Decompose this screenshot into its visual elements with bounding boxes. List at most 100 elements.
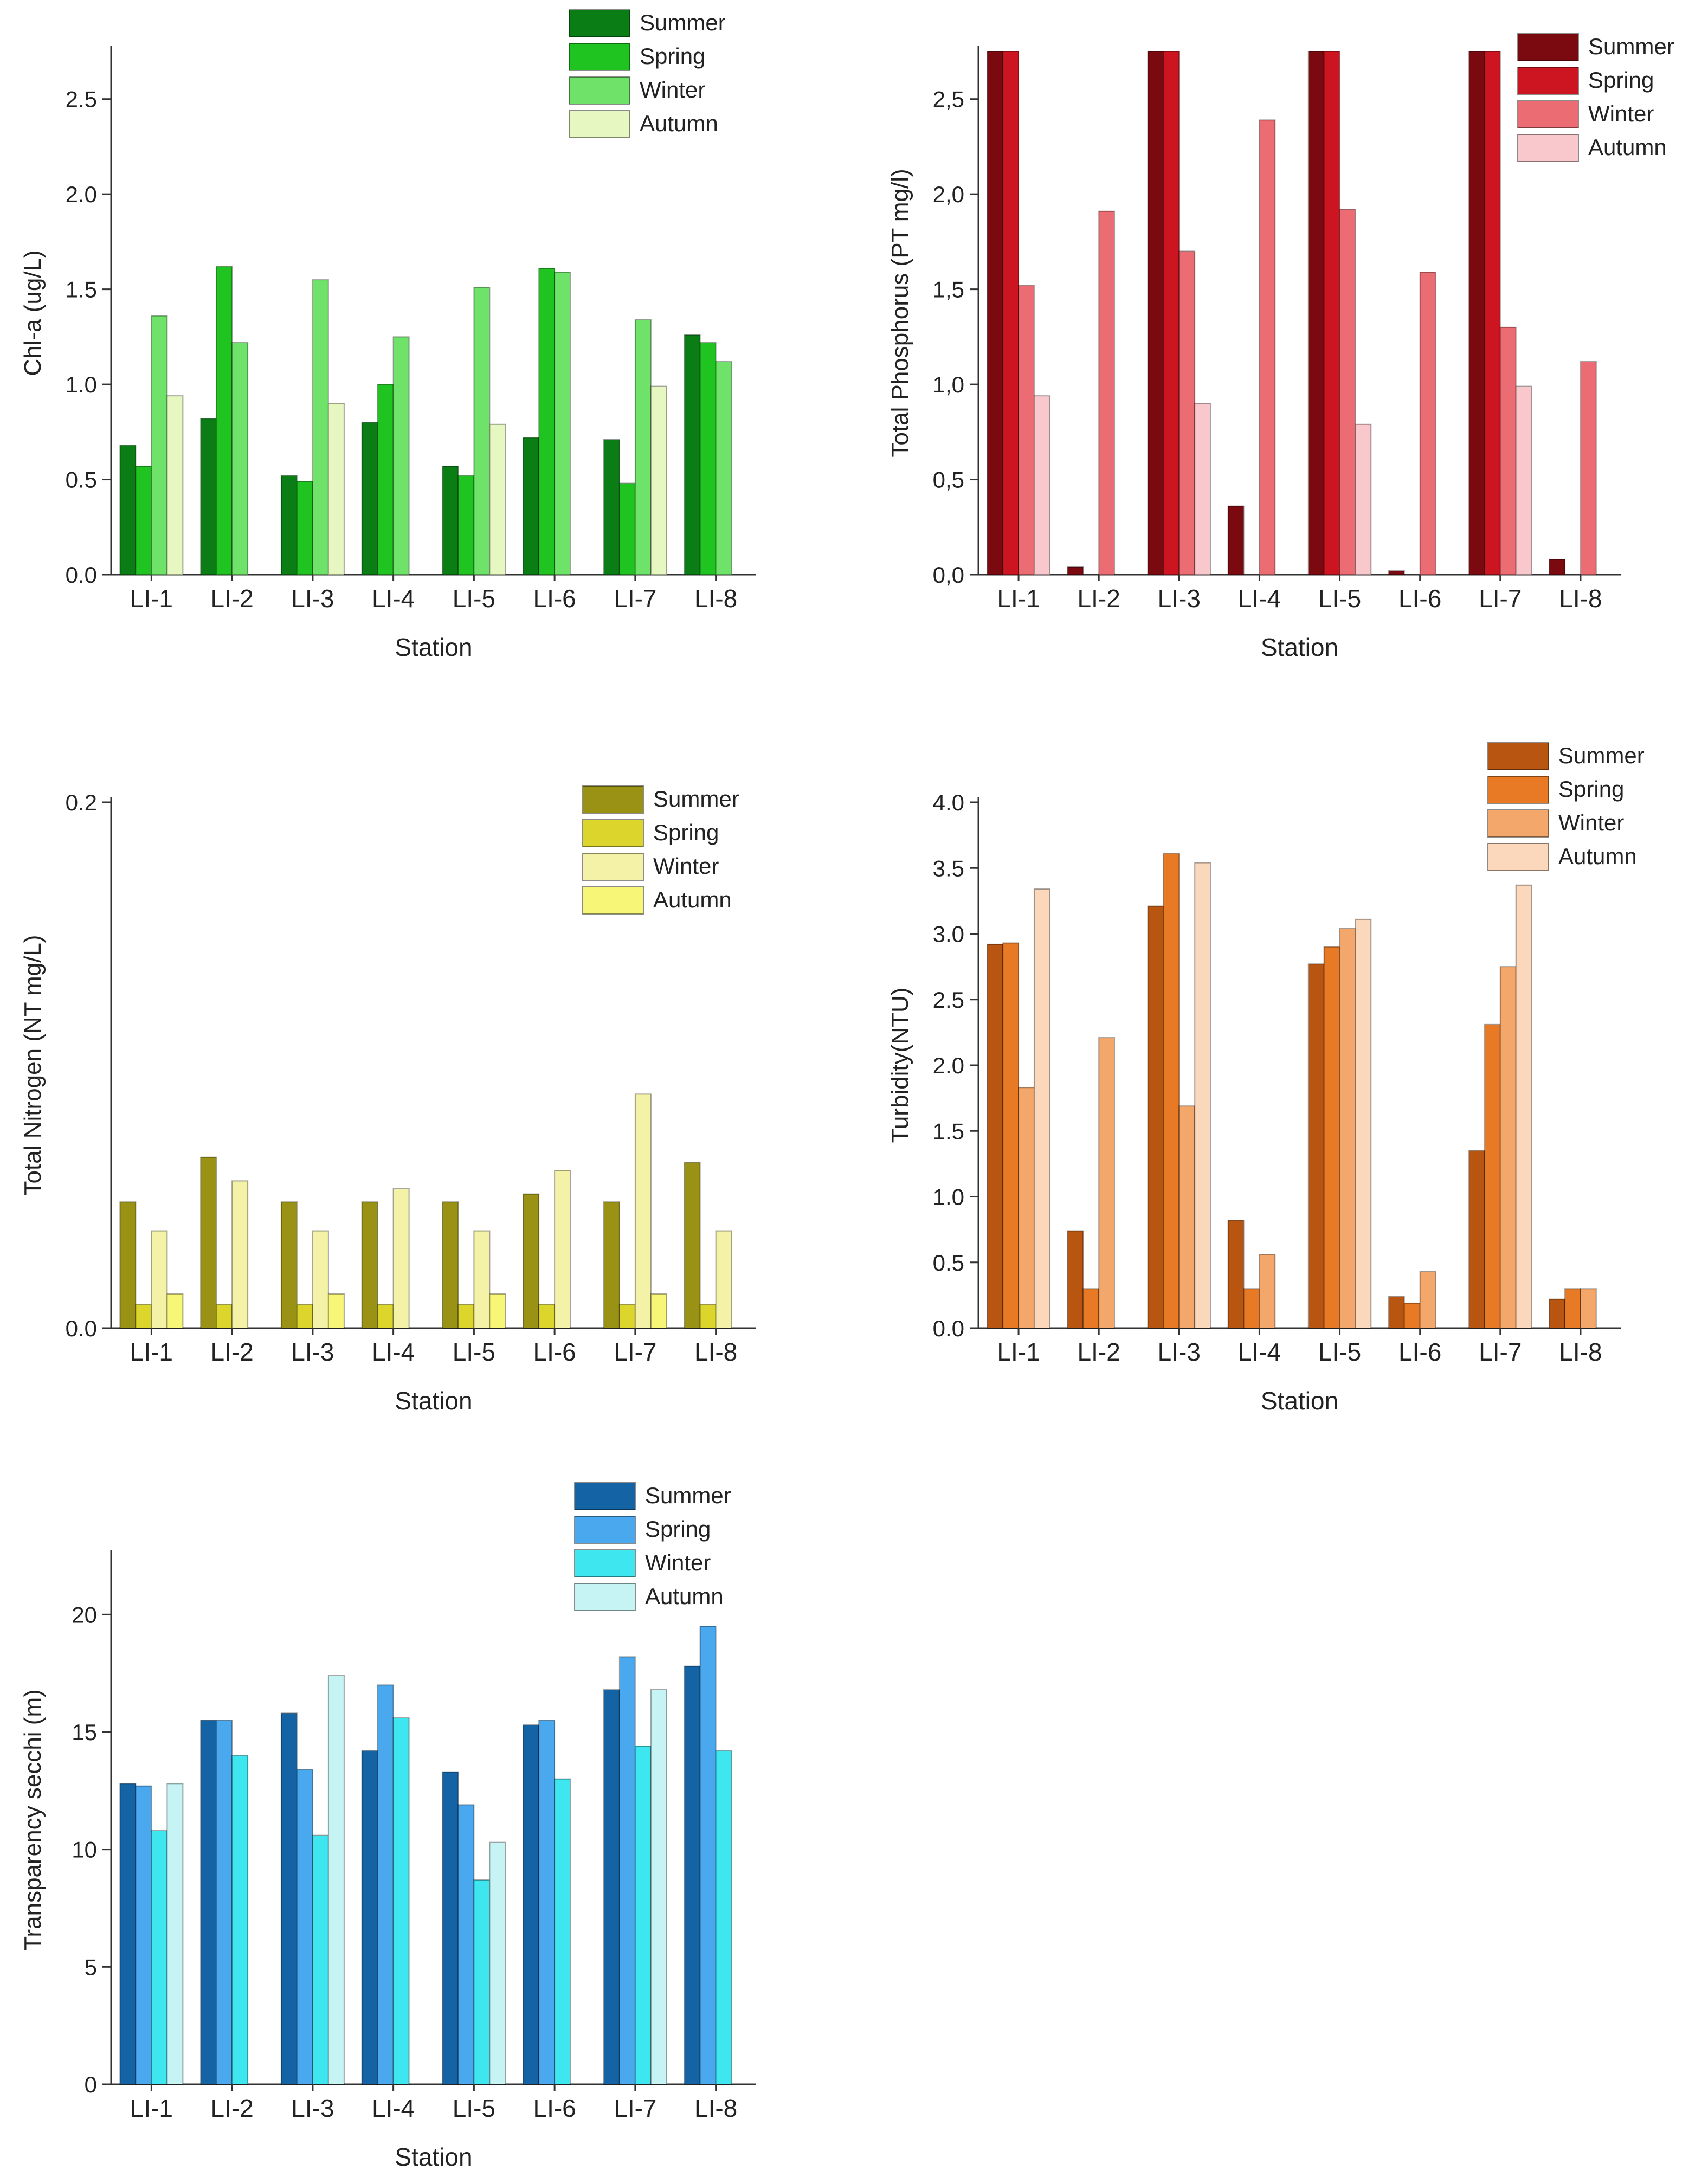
legend-swatch-autumn: [582, 886, 644, 915]
x-tick-label: LI-2: [210, 584, 253, 613]
bar-autumn-li-3: [327, 1675, 345, 2085]
bar-spring-li-2: [216, 1720, 233, 2085]
x-tick-label: LI-3: [1158, 584, 1201, 613]
y-tick-label: 10: [72, 1837, 97, 1863]
y-tick-label: 2,5: [933, 87, 964, 112]
bar-summer-li-5: [1307, 963, 1325, 1329]
bar-spring-li-8: [699, 1626, 717, 2085]
bar-winter-li-8: [1580, 1288, 1597, 1329]
y-tick-label: 0.5: [933, 1250, 964, 1276]
bar-winter-li-5: [1339, 209, 1356, 576]
x-tick-label: LI-2: [210, 2094, 253, 2122]
bar-spring-li-4: [377, 384, 394, 575]
x-tick-label: LI-6: [1398, 584, 1441, 613]
legend: Summer Spring Winter Autumn: [569, 9, 726, 138]
bar-autumn-li-1: [166, 1293, 184, 1329]
y-axis-title: Turbidity(NTU): [887, 988, 913, 1143]
bar-summer-li-8: [684, 1665, 701, 2085]
x-tick-label: LI-8: [694, 2094, 737, 2122]
x-axis-title: Station: [395, 633, 472, 661]
bar-autumn-li-1: [166, 395, 184, 575]
bar-winter-li-3: [312, 1230, 329, 1329]
bar-autumn-li-3: [1194, 403, 1211, 575]
legend: Summer Spring Winter Autumn: [1517, 33, 1674, 162]
x-tick-label: LI-3: [1158, 1338, 1201, 1366]
x-tick-label: LI-5: [453, 1338, 495, 1366]
bar-winter-li-6: [554, 1778, 571, 2085]
bar-summer-li-7: [603, 1689, 620, 2085]
legend-label-autumn: Autumn: [1588, 134, 1667, 160]
bar-winter-li-1: [151, 315, 168, 575]
bar-winter-li-3: [312, 1834, 329, 2085]
y-axis-title: Chl-a (ug/L): [20, 250, 46, 376]
bar-summer-li-4: [361, 422, 378, 575]
legend-label-autumn: Autumn: [653, 887, 732, 912]
bar-spring-li-1: [1002, 51, 1020, 575]
bar-spring-li-8: [699, 342, 717, 576]
y-tick-label: 2.0: [66, 182, 97, 207]
bar-summer-li-8: [684, 1162, 701, 1329]
bar-spring-li-3: [296, 481, 313, 576]
bar-winter-li-7: [1499, 966, 1517, 1329]
y-tick-label: 0.0: [66, 562, 97, 588]
bar-spring-li-7: [618, 482, 636, 576]
legend-swatch-summer: [1517, 33, 1579, 61]
bar-winter-li-7: [634, 319, 652, 575]
bar-spring-li-5: [457, 1304, 475, 1329]
bar-winter-li-2: [231, 342, 249, 576]
bar-summer-li-4: [1227, 505, 1245, 575]
y-tick-label: 15: [72, 1720, 97, 1745]
bar-spring-li-7: [1484, 1023, 1501, 1329]
y-tick-label: 2.5: [66, 87, 97, 112]
x-tick-label: LI-8: [1559, 1338, 1602, 1366]
bar-spring-li-3: [296, 1304, 313, 1329]
x-tick-label: LI-5: [453, 2094, 495, 2122]
bar-summer-li-1: [119, 1783, 137, 2085]
bar-spring-li-5: [457, 1804, 475, 2085]
bar-autumn-li-5: [1355, 423, 1372, 575]
chart-tn: 0.0 0.2 LI-1 LI-2 LI-3 LI-4 LI-5 LI-6 LI-7 LI-8 St…: [20, 785, 756, 1415]
chart-chla: 0.0 0.5 1.0 1.5 2.0 2.5 LI-1 LI-2 LI-3 LI-4 LI-5 LI…: [20, 9, 756, 661]
bar-summer-li-3: [280, 475, 298, 576]
bar-winter-li-5: [473, 1879, 491, 2085]
bar-winter-li-4: [392, 1717, 410, 2085]
bar-winter-li-1: [1018, 285, 1035, 575]
bar-summer-li-5: [442, 1771, 459, 2085]
y-tick-label: 1,5: [933, 277, 964, 302]
x-tick-label: LI-2: [1078, 1338, 1120, 1366]
bar-winter-li-4: [1259, 1254, 1276, 1329]
x-tick-label: LI-6: [533, 584, 576, 613]
bar-summer-li-7: [603, 1201, 620, 1329]
x-tick-label: LI-6: [533, 2094, 576, 2122]
bar-autumn-li-5: [1355, 918, 1372, 1329]
bar-spring-li-5: [1323, 946, 1340, 1329]
bar-autumn-li-5: [489, 1293, 506, 1329]
bar-spring-li-7: [618, 1304, 636, 1329]
legend-label-spring: Spring: [1558, 776, 1624, 802]
bar-summer-li-8: [1549, 1298, 1566, 1329]
bar-spring-li-5: [1323, 51, 1340, 575]
y-tick-label: 5: [85, 1954, 97, 1980]
chart-turb: 0.0 0.5 1.0 1.5 2.0 2.5 3.0 3.5 4.0 LI-1 LI-2 LI-3 L…: [887, 742, 1645, 1415]
legend-swatch-spring: [1487, 776, 1549, 804]
bar-summer-li-2: [200, 418, 217, 575]
bar-spring-li-7: [1484, 51, 1501, 575]
y-tick-label: 1.0: [66, 372, 97, 397]
bar-spring-li-5: [457, 475, 475, 576]
x-tick-label: LI-1: [130, 584, 173, 613]
bar-spring-li-2: [216, 266, 233, 575]
legend-swatch-winter: [582, 853, 644, 881]
legend-label-summer: Summer: [640, 10, 726, 35]
bar-spring-li-8: [699, 1304, 717, 1329]
y-tick-label: 2,0: [933, 182, 964, 207]
bar-winter-li-4: [1259, 119, 1276, 575]
x-tick-label: LI-5: [1318, 1338, 1361, 1366]
bar-winter-li-8: [715, 1230, 732, 1329]
bar-winter-li-7: [634, 1093, 652, 1329]
bar-spring-li-6: [538, 1304, 556, 1329]
x-axis-title: Station: [395, 2143, 472, 2171]
bar-winter-li-6: [1419, 272, 1436, 575]
bar-summer-li-8: [684, 334, 701, 575]
y-tick-label: 2.0: [933, 1053, 964, 1078]
bar-summer-li-6: [1388, 570, 1405, 575]
